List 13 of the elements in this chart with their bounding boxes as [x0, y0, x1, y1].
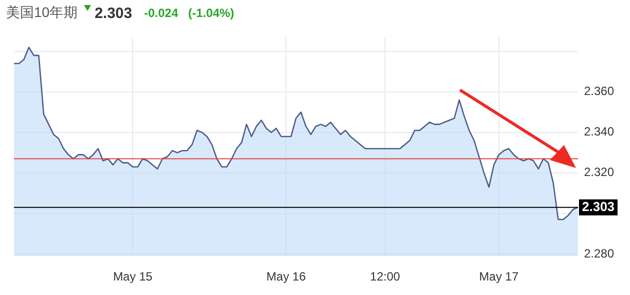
text: (-1.04%)	[188, 6, 234, 20]
x-tick-label: May 16	[266, 270, 306, 284]
text: -0.024	[144, 6, 178, 20]
x-tick-label: 12:00	[370, 270, 400, 284]
ref-line-label: 2.303	[582, 198, 615, 214]
y-tick-label: 2.320	[584, 165, 614, 180]
chart-subtitle: 2.303	[94, 4, 132, 22]
x-tick-label: May 15	[113, 270, 153, 284]
y-tick-label: 2.280	[584, 246, 614, 260]
y-tick-label: 2.360	[584, 84, 614, 98]
chart-title: 美国10年期	[6, 4, 78, 22]
x-tick-label: May 17	[479, 270, 519, 284]
y-tick-label: 2.340	[584, 124, 614, 139]
